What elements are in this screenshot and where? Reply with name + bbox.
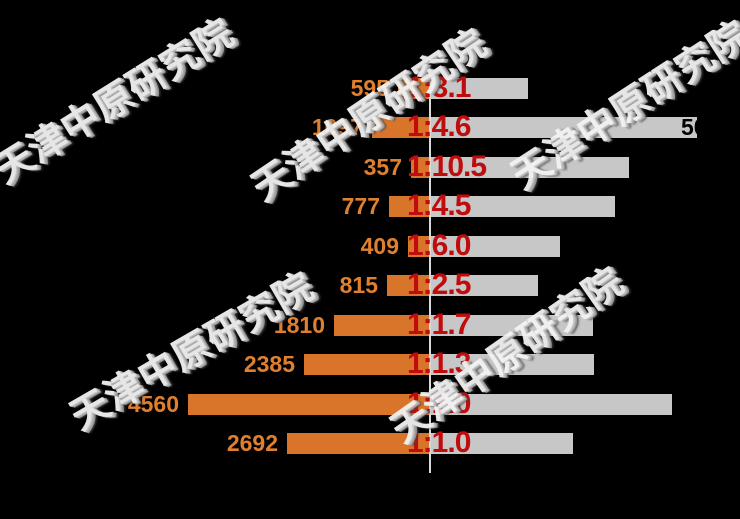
left-value-label: 1097 xyxy=(311,114,363,141)
left-bar xyxy=(398,78,430,99)
left-value-label: 4560 xyxy=(127,390,179,417)
left-bar xyxy=(188,393,430,415)
right-bar xyxy=(430,196,615,218)
ratio-label: 1:1.0 xyxy=(407,386,471,420)
right-value-label: 5046 xyxy=(681,114,733,141)
right-bar xyxy=(430,393,672,415)
right-bar xyxy=(430,78,528,99)
right-value-label: 3497 xyxy=(623,193,675,220)
right-value-label: 1845 xyxy=(536,75,588,101)
right-bar xyxy=(430,314,593,336)
ratio-label: 1:1.7 xyxy=(407,307,471,341)
left-bar xyxy=(387,275,430,297)
ratio-label: 1:1.3 xyxy=(407,347,471,381)
right-bar xyxy=(430,235,560,257)
right-bar xyxy=(430,354,594,376)
right-value-label: 2038 xyxy=(546,272,598,299)
left-bar xyxy=(389,196,430,218)
left-bar xyxy=(334,314,430,336)
right-bar xyxy=(430,275,538,297)
right-value-label: 2692 xyxy=(581,430,633,457)
axis-center-line xyxy=(429,74,431,473)
ratio-label: 1:6.0 xyxy=(407,228,471,262)
right-value-label: 3749 xyxy=(637,153,689,180)
right-value-label: 2454 xyxy=(568,232,620,259)
left-bar xyxy=(287,433,430,455)
right-bar xyxy=(430,433,573,455)
left-value-label: 2692 xyxy=(226,430,278,457)
left-bar xyxy=(411,156,430,178)
left-value-label: 815 xyxy=(339,272,378,299)
right-value-label: 3101 xyxy=(602,351,654,378)
right-bar xyxy=(430,117,697,139)
left-value-label: 595 xyxy=(350,75,389,101)
right-value-label: 4560 xyxy=(680,390,732,417)
ratio-label: 1:1.0 xyxy=(407,426,471,460)
ratio-label: 1:2.5 xyxy=(407,268,471,302)
left-value-label: 409 xyxy=(360,232,399,259)
left-value-label: 2385 xyxy=(243,351,295,378)
left-value-label: 777 xyxy=(341,193,380,220)
right-value-label: 3077 xyxy=(601,311,653,338)
left-value-label: 357 xyxy=(363,153,402,180)
ratio-label: 1:4.6 xyxy=(407,110,471,144)
right-bar xyxy=(430,156,629,178)
left-bar xyxy=(304,354,430,376)
left-bar xyxy=(408,235,430,257)
left-bar xyxy=(372,117,430,139)
ratio-label: 1:10.5 xyxy=(407,149,487,183)
ratio-label: 1:3.1 xyxy=(407,71,471,104)
ratio-label: 1:4.5 xyxy=(407,189,471,223)
left-value-label: 1810 xyxy=(273,311,325,338)
